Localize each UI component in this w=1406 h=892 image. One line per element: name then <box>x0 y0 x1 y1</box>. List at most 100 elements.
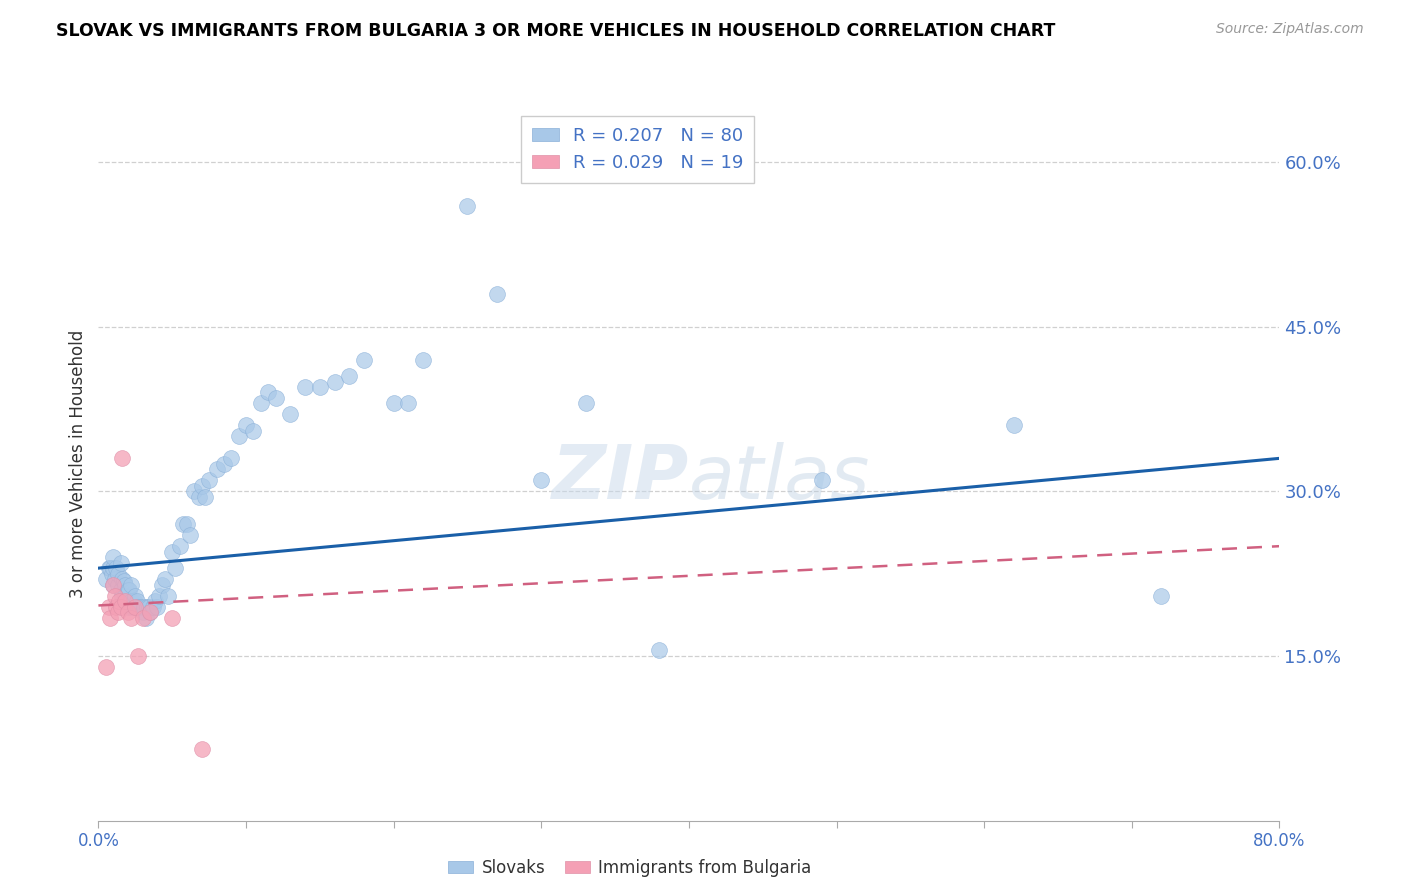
Point <box>124 599 146 614</box>
Point <box>142 599 165 614</box>
Point <box>117 605 139 619</box>
Point <box>107 605 129 619</box>
Point <box>191 742 214 756</box>
Point <box>143 594 166 608</box>
Point <box>135 610 157 624</box>
Point <box>456 199 478 213</box>
Point <box>187 490 209 504</box>
Point <box>153 572 176 586</box>
Point <box>120 594 142 608</box>
Point <box>100 566 122 581</box>
Point <box>278 408 302 422</box>
Point <box>121 599 143 614</box>
Point <box>132 605 155 619</box>
Y-axis label: 3 or more Vehicles in Household: 3 or more Vehicles in Household <box>69 330 87 598</box>
Point <box>250 396 273 410</box>
Point <box>1002 418 1025 433</box>
Point <box>107 577 129 591</box>
Point <box>104 572 127 586</box>
Point <box>112 574 135 589</box>
Point <box>396 396 419 410</box>
Point <box>148 589 170 603</box>
Point <box>136 599 159 614</box>
Point <box>103 577 125 591</box>
Point <box>309 380 332 394</box>
Point <box>212 457 235 471</box>
Point <box>125 594 148 608</box>
Point <box>150 577 173 591</box>
Point <box>120 610 142 624</box>
Point <box>337 369 360 384</box>
Point <box>111 589 134 603</box>
Point <box>165 561 187 575</box>
Point <box>127 648 149 663</box>
Point <box>530 473 553 487</box>
Point <box>169 539 191 553</box>
Point <box>179 528 201 542</box>
Point <box>118 583 141 598</box>
Text: Source: ZipAtlas.com: Source: ZipAtlas.com <box>1216 22 1364 37</box>
Point <box>114 594 136 608</box>
Point <box>97 561 120 575</box>
Point <box>138 599 160 614</box>
Point <box>412 352 434 367</box>
Point <box>94 660 117 674</box>
Point <box>257 385 280 400</box>
Point <box>103 561 125 575</box>
Text: atlas: atlas <box>689 442 870 514</box>
Point <box>353 352 375 367</box>
Point <box>205 462 228 476</box>
Point <box>111 451 134 466</box>
Point <box>103 550 125 565</box>
Point <box>98 610 121 624</box>
Point <box>162 544 183 558</box>
Point <box>235 418 257 433</box>
Point <box>810 473 832 487</box>
Point <box>574 396 596 410</box>
Point <box>117 583 139 598</box>
Point <box>139 605 162 619</box>
Point <box>323 375 346 389</box>
Point <box>139 605 162 619</box>
Point <box>183 484 205 499</box>
Point <box>117 599 139 614</box>
Point <box>132 610 155 624</box>
Point <box>194 490 217 504</box>
Point <box>114 589 136 603</box>
Point <box>242 424 264 438</box>
Point <box>1150 589 1173 603</box>
Point <box>382 396 405 410</box>
Text: ZIP: ZIP <box>551 442 689 515</box>
Point <box>110 556 132 570</box>
Point <box>94 572 117 586</box>
Point <box>120 577 142 591</box>
Point <box>162 610 183 624</box>
Point <box>156 589 179 603</box>
Point <box>104 589 127 603</box>
Point <box>294 380 316 394</box>
Point <box>486 286 509 301</box>
Point <box>191 479 214 493</box>
Point <box>98 561 121 575</box>
Point <box>110 583 132 598</box>
Point <box>127 599 149 614</box>
Point <box>111 572 134 586</box>
Point <box>264 391 287 405</box>
Point <box>176 517 198 532</box>
Point <box>103 577 125 591</box>
Point <box>198 473 221 487</box>
Point <box>105 561 128 575</box>
Point <box>97 599 120 614</box>
Point <box>228 429 250 443</box>
Point <box>172 517 194 532</box>
Legend: Slovaks, Immigrants from Bulgaria: Slovaks, Immigrants from Bulgaria <box>441 853 818 884</box>
Point <box>105 599 128 614</box>
Point <box>107 566 129 581</box>
Point <box>124 589 146 603</box>
Point <box>122 594 145 608</box>
Point <box>648 643 671 657</box>
Point <box>128 599 150 614</box>
Point <box>114 577 136 591</box>
Point <box>134 599 156 614</box>
Point <box>146 599 169 614</box>
